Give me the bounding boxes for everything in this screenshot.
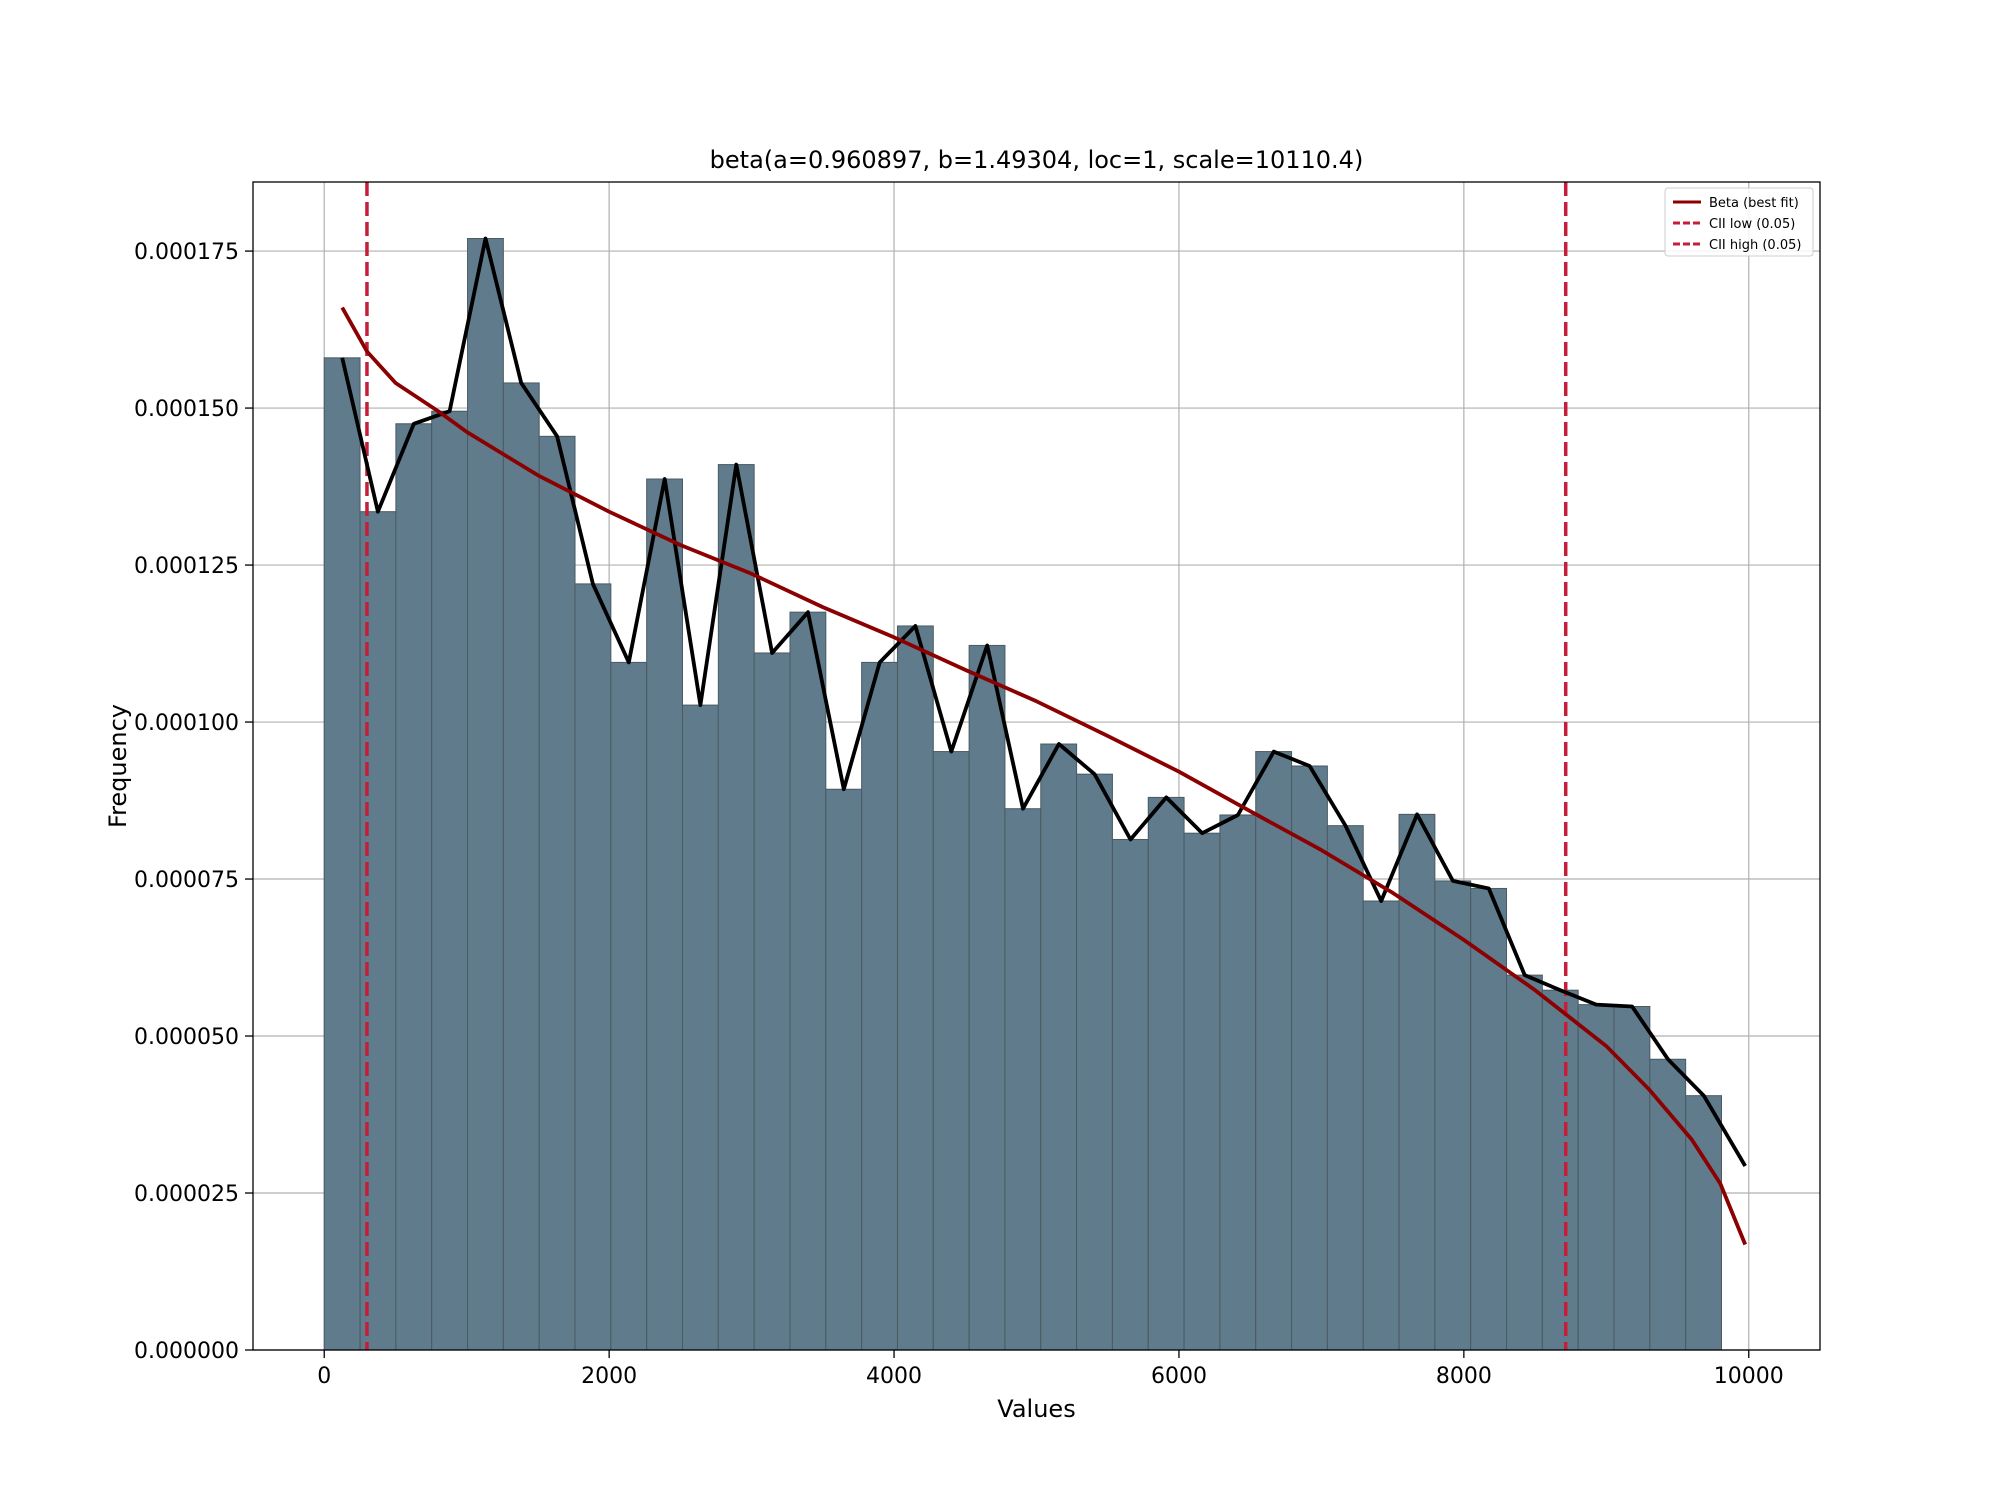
histogram-bar <box>717 464 755 1351</box>
histogram-bar <box>968 644 1006 1351</box>
empirical-frequency-line <box>340 236 1747 1167</box>
histogram-bar <box>789 611 827 1351</box>
y-tick-label: 0.000075 <box>134 868 239 893</box>
histogram-bar <box>646 478 684 1351</box>
histogram-bar <box>502 382 540 1351</box>
beta-fit-line <box>340 306 1747 1246</box>
legend-label: Beta (best fit) <box>1709 196 1799 211</box>
x-axis: 0 2000 4000 6000 8000 10000 <box>317 1350 1784 1389</box>
histogram-bar <box>538 435 576 1351</box>
y-axis-label: Frequency <box>104 704 132 828</box>
histogram-bar <box>1291 765 1328 1351</box>
histogram-bar <box>753 652 791 1351</box>
histogram-bar <box>610 661 648 1351</box>
y-tick-label: 0.000150 <box>134 397 239 422</box>
histogram-bar <box>1111 838 1149 1351</box>
x-tick-label: 10000 <box>1714 1364 1784 1389</box>
x-tick-label: 6000 <box>1151 1364 1207 1389</box>
histogram-bar <box>1076 773 1113 1351</box>
chart-title: beta(a=0.960897, b=1.49304, loc=1, scale… <box>710 146 1364 174</box>
histogram-bar <box>1649 1058 1687 1351</box>
histogram-bar <box>932 751 970 1351</box>
series-lines <box>340 182 1747 1350</box>
histogram-bar <box>1326 825 1364 1351</box>
histogram-bar <box>1147 796 1185 1351</box>
y-tick-label: 0.000025 <box>134 1182 239 1207</box>
histogram-bar <box>1613 1006 1651 1351</box>
histogram-bar <box>825 788 863 1351</box>
y-axis: 0.000000 0.000025 0.000050 0.000075 0.000100… <box>134 240 253 1364</box>
histogram-bar <box>896 625 934 1351</box>
histogram-bar <box>1506 974 1543 1351</box>
y-tick-label: 0.000100 <box>134 711 239 736</box>
y-tick-label: 0.000000 <box>134 1339 239 1364</box>
histogram-bar <box>1040 743 1078 1351</box>
histogram-bar <box>861 661 898 1351</box>
histogram-bar <box>1255 751 1293 1351</box>
histogram-bar <box>1685 1095 1722 1351</box>
y-tick-label: 0.000125 <box>134 554 239 579</box>
legend-label: CII low (0.05) <box>1709 217 1795 232</box>
histogram-bar <box>682 704 719 1351</box>
histogram-bar <box>1219 814 1257 1351</box>
histogram-bar <box>395 423 433 1351</box>
histogram-bar <box>431 410 469 1351</box>
legend: Beta (best fit) CII low (0.05) CII high (0… <box>1664 187 1814 257</box>
legend-box <box>1664 187 1814 257</box>
histogram-bar <box>1577 1004 1615 1351</box>
histogram-bar <box>574 583 612 1351</box>
legend-label: CII high (0.05) <box>1709 238 1801 253</box>
histogram-bar <box>1362 900 1400 1351</box>
histogram-bar <box>1541 989 1579 1351</box>
x-tick-label: 0 <box>317 1364 331 1389</box>
y-tick-label: 0.000175 <box>134 240 239 265</box>
y-tick-label: 0.000050 <box>134 1025 239 1050</box>
histogram-bar <box>1398 813 1436 1351</box>
x-tick-label: 8000 <box>1436 1364 1492 1389</box>
histogram-bar <box>1004 808 1042 1351</box>
histogram-bar <box>467 238 504 1351</box>
x-tick-label: 2000 <box>581 1364 637 1389</box>
x-axis-label: Values <box>997 1395 1075 1423</box>
plot-frame <box>252 181 1821 1351</box>
histogram-bar <box>323 357 361 1351</box>
histogram-bar <box>1434 880 1472 1351</box>
x-tick-label: 4000 <box>866 1364 922 1389</box>
histogram-bar <box>1183 832 1221 1351</box>
